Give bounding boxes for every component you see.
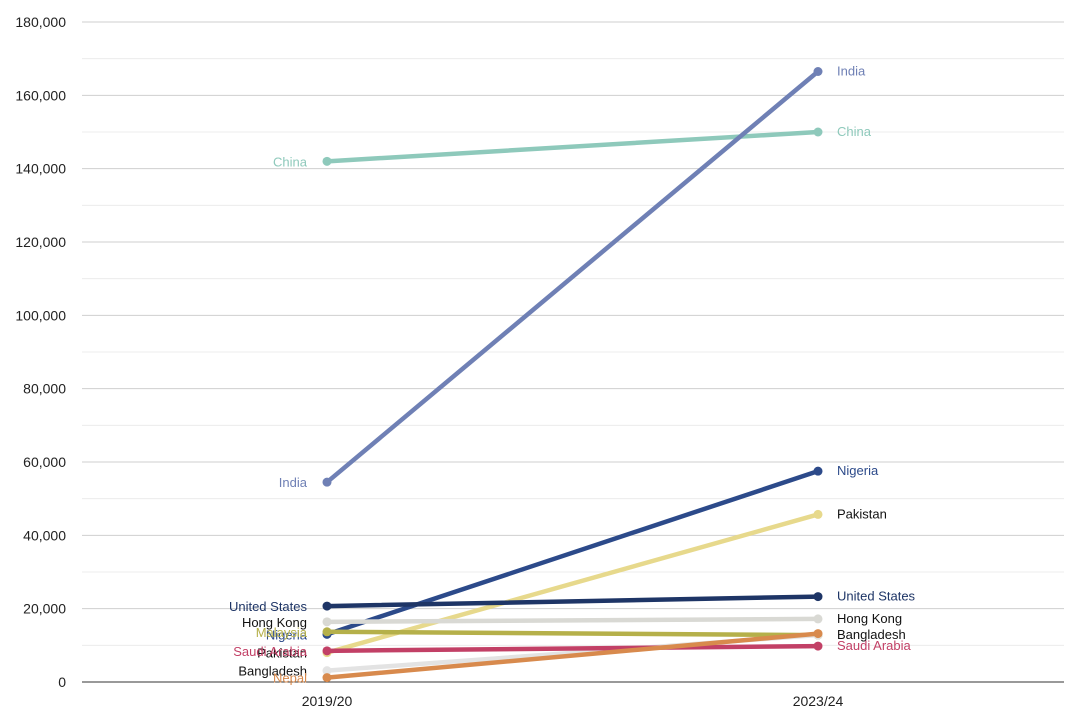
series-point xyxy=(322,156,332,166)
series-point xyxy=(322,666,332,676)
series-saudi-arabia xyxy=(322,641,823,656)
series-label-left: Nigeria xyxy=(266,627,308,642)
series-point xyxy=(322,601,332,611)
series-nepal xyxy=(322,629,823,683)
series-label-right: Bangladesh xyxy=(837,627,906,642)
series-line xyxy=(324,129,821,164)
series-label-left: Saudi Arabia xyxy=(233,644,307,659)
series-point xyxy=(813,127,823,137)
x-tick-label: 2023/24 xyxy=(793,693,844,709)
y-tick-label: 0 xyxy=(58,674,66,690)
series-label-left: Bangladesh xyxy=(238,664,307,679)
y-tick-label: 120,000 xyxy=(15,234,66,250)
series-point xyxy=(322,646,332,656)
series-point xyxy=(322,673,332,683)
series-line xyxy=(324,512,821,655)
x-axis: 2019/20 2023/24 xyxy=(302,693,844,709)
series-point xyxy=(813,641,823,651)
series-label-left: United States xyxy=(229,599,308,614)
series-line xyxy=(324,629,821,638)
series-point xyxy=(322,627,332,637)
series-point xyxy=(813,509,823,519)
series-label-left: Nepal xyxy=(273,671,307,686)
series-point xyxy=(813,592,823,602)
y-tick-label: 100,000 xyxy=(15,307,66,323)
y-tick-label: 80,000 xyxy=(23,381,66,397)
series-group xyxy=(322,67,823,683)
series-label-right: United States xyxy=(837,589,916,604)
series-line xyxy=(324,643,821,654)
series-point xyxy=(813,629,823,639)
gridlines xyxy=(82,21,1064,646)
series-point xyxy=(813,466,823,476)
series-label-right: Pakistan xyxy=(837,506,887,521)
series-bangladesh xyxy=(322,630,823,676)
series-united-states xyxy=(322,592,823,611)
series-label-right: Nigeria xyxy=(837,463,879,478)
series-label-right: Hong Kong xyxy=(837,611,902,626)
series-label-right: India xyxy=(837,64,866,79)
series-line xyxy=(324,468,821,637)
series-line xyxy=(324,594,821,609)
y-axis: 0 20,000 40,000 60,000 80,000 100,000 120,000 1… xyxy=(15,14,66,690)
series-india xyxy=(322,67,823,487)
series-point xyxy=(322,477,332,487)
series-label-left: India xyxy=(279,475,308,490)
y-tick-label: 20,000 xyxy=(23,601,66,617)
series-label-left: Pakistan xyxy=(257,646,307,661)
series-line xyxy=(324,631,821,680)
series-point xyxy=(813,614,823,624)
y-tick-label: 140,000 xyxy=(15,161,66,177)
series-label-left: Malaysia xyxy=(256,625,308,640)
series-label-left: China xyxy=(273,154,308,169)
series-point xyxy=(813,67,823,76)
series-label-right: Saudi Arabia xyxy=(837,638,911,653)
y-tick-label: 160,000 xyxy=(15,87,66,103)
x-tick-label: 2019/20 xyxy=(302,693,353,709)
series-line xyxy=(324,616,821,625)
series-point xyxy=(322,617,332,627)
series-label-right: China xyxy=(837,124,872,139)
y-tick-label: 60,000 xyxy=(23,454,66,470)
series-nigeria xyxy=(322,466,823,639)
series-label-left: Hong Kong xyxy=(242,615,307,630)
series-labels: China China India India Nigeria Nigeria Pakist… xyxy=(229,64,916,686)
series-line xyxy=(324,69,821,485)
series-china xyxy=(322,127,823,166)
y-tick-label: 180,000 xyxy=(15,14,66,30)
y-tick-label: 40,000 xyxy=(23,527,66,543)
series-hong-kong xyxy=(322,614,823,627)
